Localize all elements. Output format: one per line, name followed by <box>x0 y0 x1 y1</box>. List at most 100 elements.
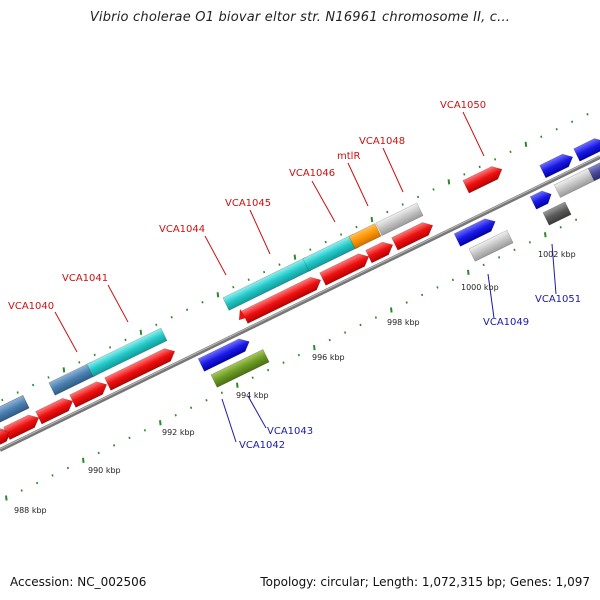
major-tick <box>524 141 528 147</box>
leader-vca1046 <box>311 180 336 223</box>
minor-tick <box>482 263 485 267</box>
minor-tick <box>359 323 362 327</box>
minor-tick <box>16 391 19 394</box>
minor-tick <box>478 165 481 169</box>
gene-red-h <box>365 241 394 264</box>
leader-vca1040 <box>54 311 78 353</box>
backbone <box>0 155 600 452</box>
gene-vca1042 <box>210 349 270 388</box>
leader-vca1041 <box>107 284 129 323</box>
minor-tick <box>97 451 100 455</box>
gene-label-vca1045: VCA1045 <box>225 198 271 209</box>
minor-tick <box>1 398 4 402</box>
gene-navy-1003 <box>587 156 600 182</box>
gene-vca1041 <box>48 361 98 396</box>
minor-tick <box>513 248 516 252</box>
bottom-gene-labels: VCA1042 VCA1043 VCA1049 VCA1051 <box>239 294 581 451</box>
accession-text: Accession: NC_002506 <box>10 575 147 589</box>
gene-gray-1002 <box>553 167 595 198</box>
gene-red-f <box>241 276 322 324</box>
scale-label-1002: 1002 kbp <box>538 250 576 259</box>
gene-label-vca1041: VCA1041 <box>62 273 108 284</box>
major-tick <box>236 382 239 388</box>
minor-tick <box>575 218 578 221</box>
minor-tick <box>586 112 589 116</box>
leader-vca1043 <box>247 395 267 429</box>
minor-tick <box>174 414 177 417</box>
leader-vca1050 <box>462 111 485 157</box>
minor-tick <box>278 263 281 266</box>
minor-tick <box>405 301 408 304</box>
major-tick <box>216 292 220 298</box>
minor-tick <box>78 361 81 364</box>
gene-gray-1000 <box>468 229 514 262</box>
gene-vca1043 <box>197 338 250 372</box>
leader-vca1049 <box>487 273 495 319</box>
minor-tick <box>205 399 208 402</box>
gene-label-vca1043: VCA1043 <box>267 426 313 437</box>
gene-red-i <box>391 222 434 251</box>
scale-label-988: 988 kbp <box>14 506 47 515</box>
gene-label-vca1050: VCA1050 <box>440 100 486 111</box>
gene-red-j <box>0 429 10 451</box>
major-tick <box>5 495 8 501</box>
scale-label-994: 994 kbp <box>236 391 269 400</box>
minor-tick <box>559 226 562 229</box>
leader-vca1045 <box>249 209 271 255</box>
upper-tick-row <box>1 112 589 402</box>
leader-vca1051 <box>551 243 557 295</box>
gene-label-vca1046: VCA1046 <box>289 168 335 179</box>
minor-tick <box>436 286 439 289</box>
gene-vca1048 <box>375 202 424 237</box>
minor-tick <box>328 338 331 342</box>
minor-tick <box>232 285 235 289</box>
minor-tick <box>32 383 35 387</box>
lower-tick-row <box>5 218 578 501</box>
gene-red-e <box>104 348 176 391</box>
scale-label-990: 990 kbp <box>88 466 121 475</box>
minor-tick <box>540 135 543 139</box>
minor-tick <box>267 368 270 372</box>
gene-vca1044-marker <box>239 309 246 320</box>
gene-vca1045 <box>222 257 312 311</box>
major-tick <box>544 232 547 238</box>
minor-tick <box>190 406 193 409</box>
label-leader-lines <box>54 111 557 443</box>
gene-blue-1002b <box>539 153 574 179</box>
minor-tick <box>124 338 127 342</box>
minor-tick <box>528 241 531 244</box>
genome-summary-text: Topology: circular; Length: 1,072,315 bp… <box>260 575 590 589</box>
minor-tick <box>374 316 377 319</box>
major-tick <box>313 344 316 351</box>
gene-vca1049 <box>453 218 496 247</box>
minor-tick <box>51 474 54 477</box>
minor-tick <box>20 489 23 492</box>
minor-tick <box>251 376 254 379</box>
major-tick <box>370 216 374 223</box>
gene-vca1051 <box>542 201 572 226</box>
minor-tick <box>344 331 347 334</box>
leader-vca1048 <box>382 147 404 193</box>
minor-tick <box>297 353 300 357</box>
map-title: Vibrio cholerae O1 biovar eltor str. N16… <box>89 10 511 25</box>
minor-tick <box>340 233 343 236</box>
minor-tick <box>66 466 69 470</box>
gene-vca1050 <box>462 166 503 194</box>
minor-tick <box>355 225 358 229</box>
minor-tick <box>386 210 389 214</box>
minor-tick <box>263 270 266 274</box>
minor-tick <box>498 256 501 259</box>
gene-blue-1003 <box>573 138 600 162</box>
major-tick <box>82 457 85 464</box>
minor-tick <box>451 278 454 282</box>
gene-label-vca1048: VCA1048 <box>359 136 405 147</box>
minor-tick <box>421 293 424 297</box>
gene-blue-1002a <box>529 190 552 210</box>
leader-mtlr <box>347 162 369 207</box>
minor-tick <box>282 361 285 364</box>
major-tick <box>293 254 297 260</box>
minor-tick <box>571 120 574 123</box>
leader-vca1042 <box>221 398 237 443</box>
minor-tick <box>494 158 497 161</box>
gene-steel-left <box>0 395 30 433</box>
